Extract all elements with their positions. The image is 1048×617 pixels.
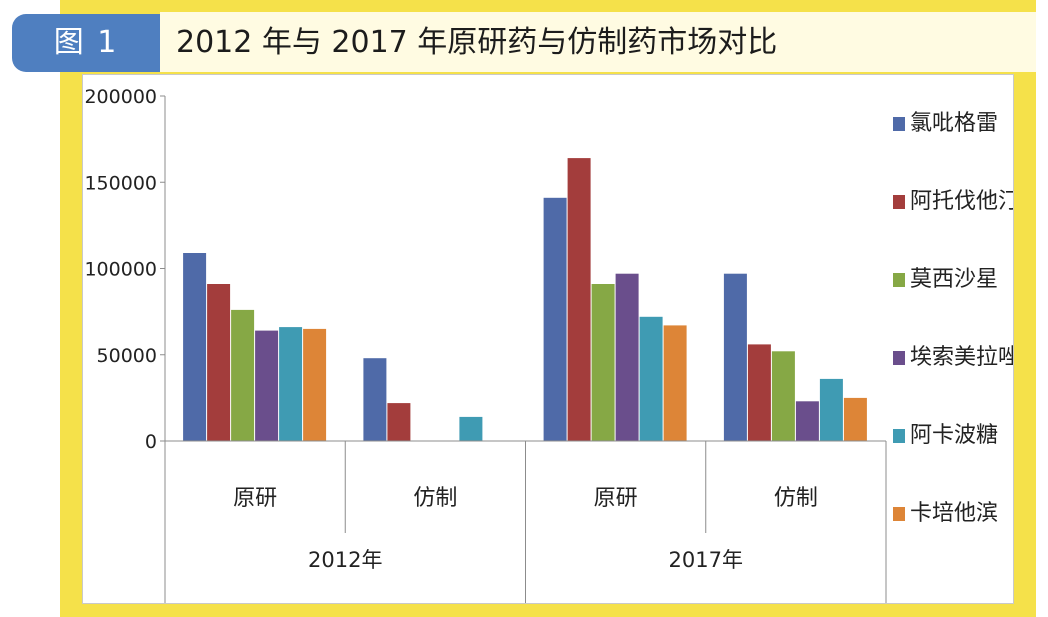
bar-chart: 0 50000 100000 150000 200000 原研 仿制 原研 仿制 2012年 201… [84, 86, 1013, 603]
bar [843, 397, 867, 441]
legend-label: 莫西沙星 [910, 267, 998, 292]
bar [363, 358, 387, 441]
category-label: 仿制 [774, 486, 818, 511]
bar [639, 316, 663, 441]
bar [747, 344, 771, 441]
bar [819, 378, 843, 441]
bar [771, 351, 795, 441]
figure-label: 图 1 [12, 14, 160, 72]
category-label: 原研 [233, 486, 277, 511]
bar [183, 253, 207, 441]
category-label: 原研 [594, 486, 638, 511]
bar [207, 284, 231, 441]
y-tick-label: 100000 [84, 259, 157, 281]
bar [387, 403, 411, 441]
title-bar [160, 12, 1036, 72]
bar [591, 284, 615, 441]
legend-swatch [893, 117, 905, 131]
legend-swatch [893, 351, 905, 365]
bar [279, 327, 303, 441]
legend-swatch [893, 429, 905, 443]
y-tick-label: 0 [145, 431, 157, 453]
y-tick-label: 50000 [97, 345, 157, 367]
legend-label: 阿卡波糖 [910, 423, 998, 448]
plot-panel: 0 50000 100000 150000 200000 原研 仿制 原研 仿制 2012年 201… [82, 74, 1014, 604]
legend-swatch [893, 195, 905, 209]
bar [303, 328, 327, 441]
bar [615, 273, 639, 441]
group-label: 2017年 [669, 548, 743, 572]
y-tick-label: 150000 [84, 172, 157, 194]
bar [795, 401, 819, 441]
bar [567, 158, 591, 441]
bar [663, 325, 687, 441]
legend-label: 阿托伐他汀 [910, 189, 1013, 214]
bar [543, 197, 567, 441]
group-label: 2012年 [308, 548, 382, 572]
bar [723, 273, 747, 441]
category-label: 仿制 [413, 486, 457, 511]
bar [255, 330, 279, 441]
legend-swatch [893, 273, 905, 287]
legend-label: 氯吡格雷 [910, 111, 998, 136]
legend-label: 卡培他滨 [910, 501, 998, 526]
bar [459, 416, 483, 441]
y-tick-label: 200000 [84, 86, 157, 108]
chart-title: 2012 年与 2017 年原研药与仿制药市场对比 [176, 25, 778, 60]
bar [231, 309, 255, 441]
legend-label: 埃索美拉唑 [910, 345, 1013, 370]
legend-swatch [893, 507, 905, 521]
